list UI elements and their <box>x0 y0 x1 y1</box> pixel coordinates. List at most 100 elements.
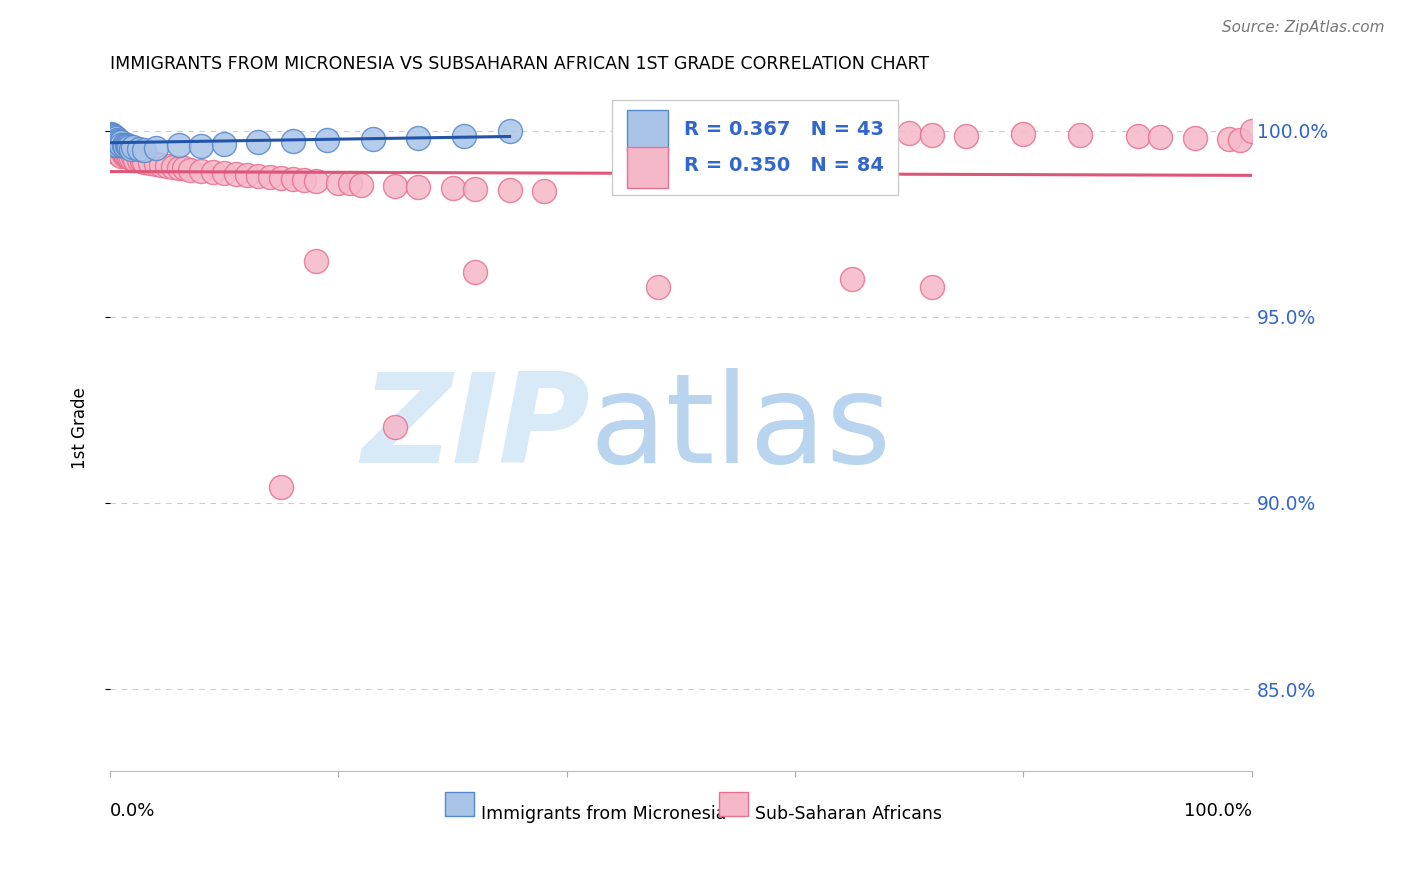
Text: 100.0%: 100.0% <box>1184 802 1251 820</box>
Point <box>120 142 142 156</box>
Text: IMMIGRANTS FROM MICRONESIA VS SUBSAHARAN AFRICAN 1ST GRADE CORRELATION CHART: IMMIGRANTS FROM MICRONESIA VS SUBSAHARAN… <box>110 55 929 73</box>
Point <box>100 135 122 149</box>
Point <box>118 140 141 154</box>
Point <box>1218 131 1240 145</box>
Point <box>270 171 292 186</box>
Point <box>173 161 195 176</box>
Point <box>101 136 124 151</box>
Point <box>281 172 304 186</box>
Point <box>107 134 129 148</box>
Point <box>110 135 132 149</box>
Point <box>1229 133 1251 147</box>
Point <box>118 150 141 164</box>
Text: 0.0%: 0.0% <box>110 802 156 820</box>
Point <box>361 131 384 145</box>
Point <box>108 136 131 150</box>
Point <box>921 128 943 142</box>
Point <box>384 419 406 434</box>
Point <box>955 129 977 144</box>
Point <box>112 146 135 161</box>
Point <box>101 131 124 145</box>
Point <box>115 146 138 161</box>
Point <box>100 142 122 156</box>
Text: Sub-Saharan Africans: Sub-Saharan Africans <box>755 805 942 823</box>
Point <box>304 174 326 188</box>
Point <box>259 169 281 184</box>
Point <box>145 157 167 171</box>
Point <box>236 168 259 182</box>
Point <box>107 140 129 154</box>
Point <box>101 128 124 142</box>
Point <box>124 153 146 167</box>
FancyBboxPatch shape <box>613 100 898 195</box>
Point <box>122 150 145 164</box>
Point <box>150 158 173 172</box>
Point <box>115 149 138 163</box>
Point <box>190 164 212 178</box>
Point <box>110 147 132 161</box>
Point <box>103 129 125 144</box>
Point <box>533 184 555 198</box>
Point <box>156 159 179 173</box>
Point <box>101 143 124 157</box>
Point <box>111 145 134 160</box>
Text: Source: ZipAtlas.com: Source: ZipAtlas.com <box>1222 20 1385 35</box>
Point <box>408 180 430 194</box>
Point <box>105 139 128 153</box>
Point <box>339 177 361 191</box>
Point <box>281 134 304 148</box>
Point <box>108 141 131 155</box>
Point <box>104 138 127 153</box>
Point <box>112 137 135 152</box>
Point <box>117 150 139 164</box>
FancyBboxPatch shape <box>718 792 748 815</box>
Point <box>225 168 247 182</box>
Point <box>110 136 132 151</box>
Point <box>128 153 150 168</box>
Point <box>898 127 921 141</box>
Text: ZIP: ZIP <box>361 368 589 489</box>
Point <box>304 253 326 268</box>
Point <box>190 139 212 153</box>
Point <box>1149 130 1171 145</box>
Point <box>292 172 315 186</box>
Point <box>162 160 184 174</box>
Point <box>212 166 235 180</box>
Point <box>105 133 128 147</box>
Point <box>104 135 127 149</box>
Text: R = 0.350   N = 84: R = 0.350 N = 84 <box>685 156 884 175</box>
Text: Immigrants from Micronesia: Immigrants from Micronesia <box>481 805 727 823</box>
Point <box>498 183 520 197</box>
Point <box>441 181 464 195</box>
Point <box>139 156 162 170</box>
Point <box>100 133 122 147</box>
Point <box>247 169 270 183</box>
Y-axis label: 1st Grade: 1st Grade <box>72 388 89 469</box>
Point <box>100 129 122 144</box>
Point <box>108 146 131 161</box>
Point <box>110 143 132 157</box>
Point <box>921 280 943 294</box>
Point <box>117 139 139 153</box>
Point <box>101 138 124 153</box>
Point <box>179 162 201 177</box>
Point <box>841 272 863 286</box>
Point <box>328 176 350 190</box>
Point <box>131 154 153 169</box>
Point <box>110 138 132 153</box>
Point <box>134 143 156 157</box>
FancyBboxPatch shape <box>627 111 668 151</box>
Point <box>104 144 127 158</box>
Text: R = 0.367   N = 43: R = 0.367 N = 43 <box>685 120 884 139</box>
Point <box>103 136 125 150</box>
Point <box>101 134 124 148</box>
Point <box>107 145 129 160</box>
Point <box>104 131 127 145</box>
Point <box>647 280 669 294</box>
Point <box>1012 127 1035 141</box>
Point <box>115 138 138 153</box>
Point <box>453 129 475 144</box>
Point <box>316 133 339 147</box>
Point <box>110 149 132 163</box>
Point <box>104 130 127 145</box>
